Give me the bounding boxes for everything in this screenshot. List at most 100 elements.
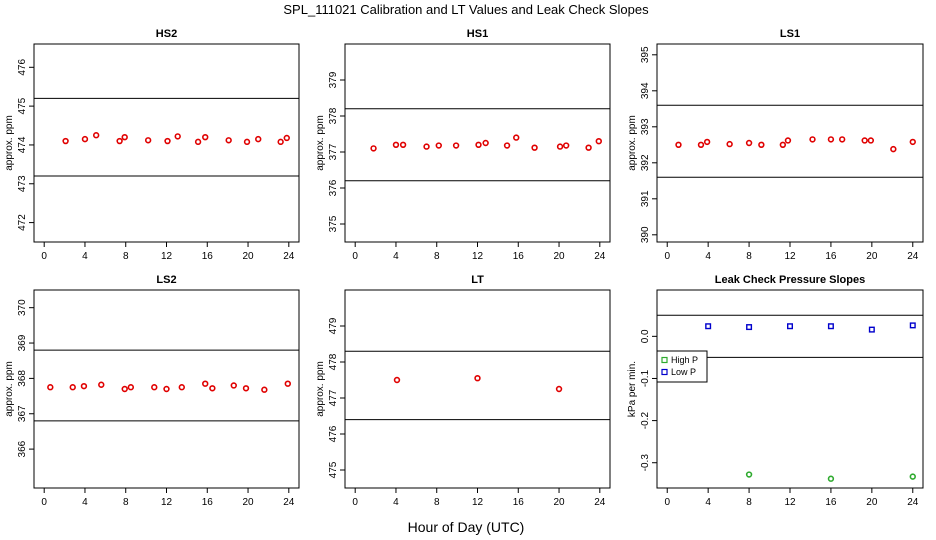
- plot-frame: [656, 289, 924, 489]
- data-point: [867, 137, 875, 144]
- data-point: [909, 473, 916, 480]
- panels: HS2 approx. ppm 0 4 8 12 16 20 24 472 473 474 475 476…: [4, 28, 924, 508]
- data-point: [758, 141, 765, 149]
- data-point: [703, 138, 711, 146]
- data-point: [242, 385, 250, 392]
- data-point: [202, 133, 209, 141]
- x-tick-label: 20: [242, 497, 254, 508]
- data-point: [531, 144, 538, 151]
- data-point: [151, 384, 158, 391]
- y-tick-label: 479: [328, 317, 339, 334]
- data-point: [838, 136, 846, 143]
- data-point: [116, 137, 123, 145]
- y-tick-label: 369: [17, 334, 28, 351]
- panel-2: LS1 approx. ppm 0 4 8 12 16 20 24 390 391 392 393 394…: [627, 28, 924, 262]
- x-tick-label: 20: [553, 251, 565, 262]
- panel-4: LT approx. ppm 0 4 8 12 16 20 24 475 476 477 478 479: [315, 274, 611, 508]
- data-point: [225, 137, 232, 144]
- legend: High P Low P: [656, 350, 708, 383]
- panel-title: LT: [471, 274, 484, 286]
- x-tick-label: 8: [434, 497, 440, 508]
- x-tick-label: 20: [866, 251, 878, 262]
- figure-title: SPL_111021 Calibration and LT Values and…: [283, 2, 649, 17]
- y-axis-label: approx. ppm: [315, 361, 326, 417]
- legend-box: [656, 350, 708, 383]
- y-tick-label: 0.0: [640, 329, 651, 343]
- y-tick-label: 476: [328, 425, 339, 442]
- data-point: [98, 381, 105, 388]
- data-point: [284, 380, 291, 387]
- legend-swatch: [661, 356, 668, 364]
- x-tick-label: 16: [513, 251, 525, 262]
- data-point: [144, 137, 152, 144]
- x-tick-label: 16: [513, 497, 525, 508]
- panel-title: HS1: [467, 28, 488, 40]
- y-tick-label: 366: [17, 440, 28, 457]
- data-point: [705, 323, 712, 330]
- y-axis-label: approx. ppm: [4, 361, 15, 417]
- x-tick-label: 8: [746, 497, 752, 508]
- legend-entry: High P: [671, 355, 698, 365]
- x-tick-label: 24: [283, 497, 295, 508]
- y-axis-label: approx. ppm: [627, 115, 638, 171]
- data-point: [392, 141, 400, 149]
- x-tick-label: 16: [825, 251, 837, 262]
- y-tick-label: 472: [17, 214, 28, 231]
- y-tick-label: 390: [640, 226, 651, 243]
- data-point: [202, 380, 209, 387]
- y-tick-label: 392: [640, 154, 651, 171]
- x-tick-label: 12: [161, 251, 173, 262]
- data-point: [209, 385, 216, 392]
- x-tick-label: 0: [352, 251, 358, 262]
- data-point: [868, 326, 875, 333]
- data-point: [562, 142, 570, 149]
- x-tick-label: 16: [825, 497, 837, 508]
- data-point: [69, 384, 76, 391]
- data-point: [81, 135, 89, 143]
- x-tick-label: 8: [434, 251, 440, 262]
- x-tick-label: 0: [352, 497, 358, 508]
- data-point: [243, 138, 251, 146]
- y-tick-label: 477: [328, 389, 339, 406]
- data-point: [399, 141, 407, 149]
- y-tick-label: 478: [328, 353, 339, 370]
- x-tick-label: 24: [594, 497, 606, 508]
- x-tick-label: 4: [393, 251, 399, 262]
- data-point: [890, 145, 897, 153]
- data-point: [827, 475, 835, 482]
- y-tick-label: -0.1: [640, 369, 651, 387]
- y-axis-label: approx. ppm: [4, 115, 15, 171]
- data-point: [475, 141, 482, 149]
- data-point: [194, 138, 202, 146]
- data-point: [178, 384, 185, 391]
- panel-3: LS2 approx. ppm 0 4 8 12 16 20 24 366 367 368 369 370: [4, 274, 300, 508]
- y-axis-label: kPa per min.: [627, 361, 638, 417]
- data-point: [277, 138, 284, 146]
- x-tick-label: 0: [41, 251, 47, 262]
- data-point: [745, 139, 753, 147]
- data-point: [393, 376, 401, 384]
- y-tick-label: 368: [17, 370, 28, 387]
- data-point: [503, 142, 511, 149]
- data-point: [784, 137, 792, 144]
- y-tick-label: 375: [328, 215, 339, 232]
- data-point: [779, 141, 787, 149]
- data-point: [164, 137, 171, 145]
- data-point: [230, 382, 237, 389]
- y-tick-label: 476: [17, 59, 28, 76]
- x-tick-label: 12: [161, 497, 173, 508]
- y-tick-label: 391: [640, 190, 651, 207]
- data-point: [80, 382, 88, 390]
- data-point: [675, 141, 682, 149]
- data-point: [595, 138, 602, 145]
- data-point: [787, 323, 794, 330]
- data-point: [697, 141, 705, 149]
- data-point: [745, 471, 753, 478]
- y-tick-label: 377: [328, 143, 339, 160]
- x-tick-label: 4: [393, 497, 399, 508]
- x-tick-label: 4: [82, 251, 88, 262]
- data-point: [556, 143, 564, 150]
- x-tick-label: 20: [553, 497, 565, 508]
- data-point: [127, 384, 135, 391]
